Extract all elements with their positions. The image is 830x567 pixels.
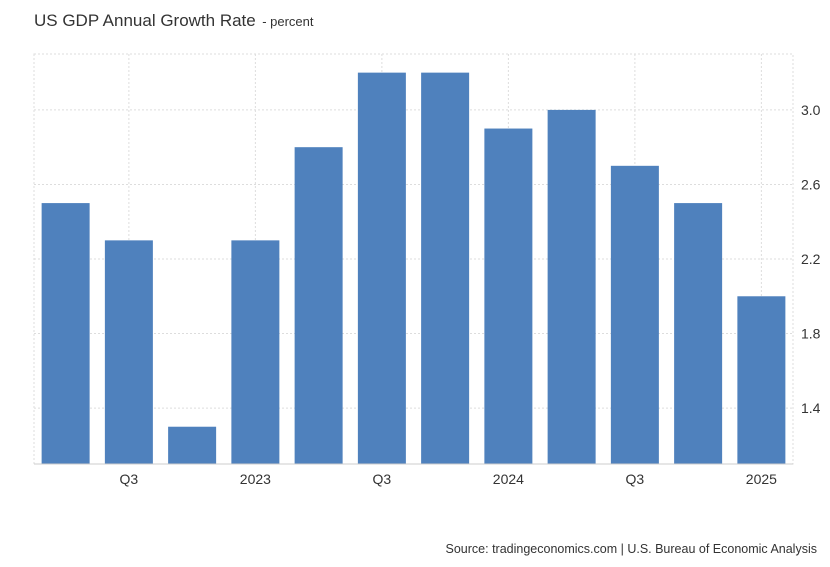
- bar: [168, 426, 217, 464]
- y-tick-label: 1.8: [801, 326, 821, 342]
- bar: [294, 147, 343, 464]
- bar: [484, 128, 533, 464]
- bar: [104, 240, 153, 464]
- bar: [421, 72, 470, 465]
- y-tick-label: 1.4: [801, 400, 821, 416]
- x-tick-label: Q3: [373, 471, 392, 487]
- x-tick-label: Q3: [120, 471, 139, 487]
- x-tick-label: 2025: [746, 471, 777, 487]
- chart-title: US GDP Annual Growth Rate: [34, 11, 256, 30]
- bar: [357, 72, 406, 465]
- bar: [674, 203, 723, 464]
- y-tick-label: 2.2: [801, 251, 821, 267]
- y-tick-label: 2.6: [801, 176, 821, 192]
- bar-chart: 1.4 1.8 2.2 2.6 3.0 Q3 2023 Q3 2024 Q3 2025: [33, 53, 821, 487]
- chart-header: US GDP Annual Growth Rate - percent: [34, 11, 314, 31]
- bar: [547, 109, 596, 464]
- chart-subtitle: - percent: [262, 14, 314, 29]
- x-tick-label: 2024: [493, 471, 524, 487]
- y-tick-label: 3.0: [801, 102, 821, 118]
- x-tick-label: Q3: [626, 471, 645, 487]
- bar: [41, 203, 90, 464]
- bar: [737, 296, 786, 464]
- source-text: Source: tradingeconomics.com | U.S. Bure…: [445, 542, 817, 556]
- bar: [610, 165, 659, 464]
- x-tick-label: 2023: [240, 471, 271, 487]
- bar: [231, 240, 280, 464]
